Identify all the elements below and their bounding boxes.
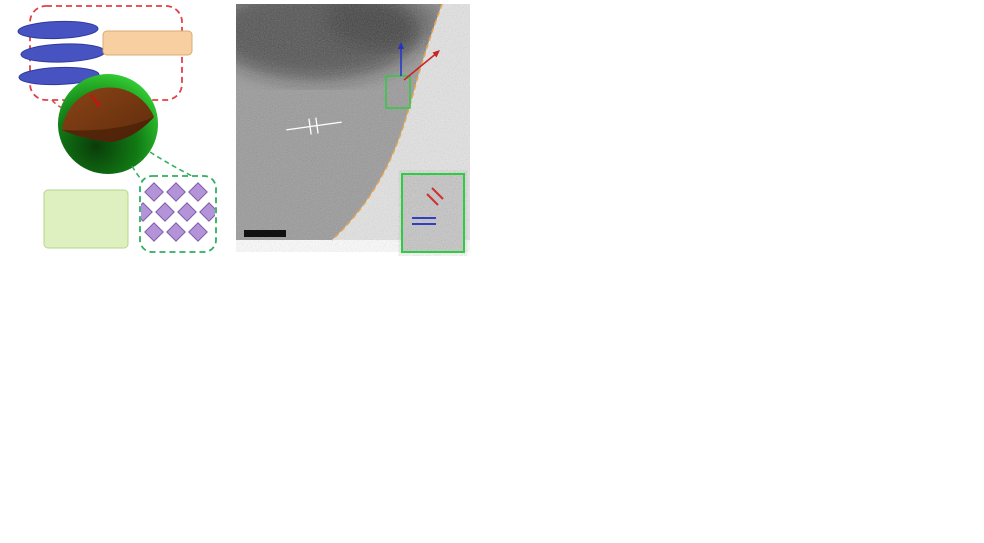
green-callout-tail-2: [149, 151, 195, 178]
d-spacing-marker: [286, 117, 342, 135]
chart-d-raman: [470, 146, 684, 258]
chart-i-galvano-usmllr: [750, 256, 984, 494]
chart-c-xrd: [470, 0, 684, 146]
hrtem-inset: [401, 173, 465, 253]
spinel-region-box: [385, 75, 411, 109]
panel-a-schematic: [17, 5, 217, 253]
membrane-label-box: [43, 189, 129, 249]
chart-e-dsc: [680, 0, 984, 258]
layered-bulk-label-box: [102, 30, 193, 56]
chart-h-galvano-pllr: [520, 256, 760, 494]
spinel-lattice: [141, 182, 215, 242]
red-arrow-mark: [90, 94, 101, 108]
direction-400-arrow: [403, 50, 440, 81]
inset-440-fringes: [412, 217, 436, 225]
particle-edge-contour: [331, 4, 443, 241]
direction-440-arrow: [398, 42, 404, 76]
chart-g-cycling: [285, 256, 520, 488]
scale-bar: [244, 230, 286, 237]
inset-400-fringes: [426, 187, 444, 206]
layered-platelets: [17, 20, 106, 86]
panel-b-tem: [236, 4, 470, 253]
layered-core-cut-face: [62, 117, 154, 142]
chart-f-rate-capability: [20, 256, 292, 488]
